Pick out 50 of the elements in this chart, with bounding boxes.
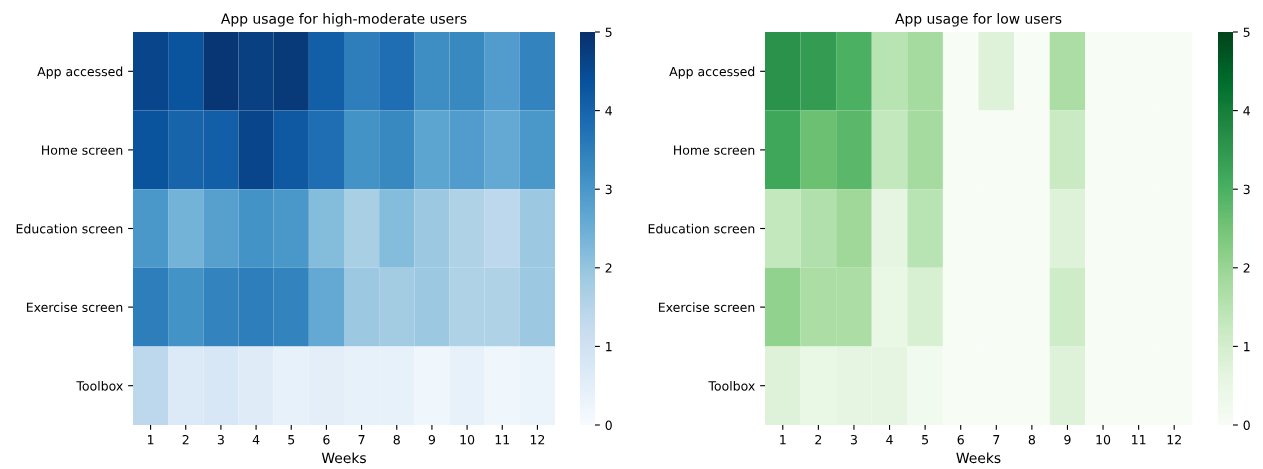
x-tick-label: 9	[428, 434, 436, 445]
y-tick-label: Home screen	[42, 145, 123, 155]
color-bar-label: 4	[1243, 106, 1250, 116]
x-tick-label: 11	[495, 435, 510, 445]
x-tick-label: 9	[1064, 434, 1071, 445]
x-tick-label: 12	[530, 434, 545, 445]
y-tick-label: App accessed	[37, 66, 123, 79]
color-bar-label: 0	[605, 420, 612, 430]
color-bar-label: 2	[1243, 263, 1250, 273]
x-tick-label: 2	[815, 434, 822, 445]
x-tick-label: 3	[850, 434, 857, 445]
x-tick-label: 6	[957, 434, 964, 445]
x-tick-label: 4	[886, 435, 893, 445]
color-bar-label: 4	[605, 106, 612, 116]
chart-title: App usage for high-moderate users	[221, 13, 467, 27]
color-bar-label: 5	[1243, 27, 1250, 37]
x-tick-label: 7	[993, 435, 1000, 445]
color-bar-label: 1	[606, 342, 612, 352]
color-bar-label: 3	[1243, 184, 1250, 195]
x-tick-label: 6	[323, 434, 330, 445]
x-tick-label: 5	[922, 435, 929, 445]
x-tick-label: 1	[147, 435, 154, 445]
x-tick-label: 11	[1132, 435, 1146, 445]
color-bar-label: 5	[605, 27, 612, 37]
x-tick-label: 8	[1028, 434, 1035, 445]
y-tick-label: Home screen	[674, 145, 755, 155]
y-tick-label: Exercise screen	[658, 302, 755, 313]
x-tick-label: 8	[393, 434, 400, 445]
color-bar-label: 2	[605, 263, 612, 273]
y-tick-label: Toolbox	[708, 380, 755, 391]
x-tick-label: 1	[780, 435, 786, 445]
y-tick-label: Toolbox	[76, 380, 123, 391]
color-bar-label: 0	[1243, 420, 1250, 430]
color-bar-label: 1	[1244, 342, 1250, 352]
x-axis-title: Weeks	[956, 452, 1001, 464]
x-tick-label: 2	[182, 434, 189, 445]
x-tick-label: 10	[1096, 434, 1111, 445]
color-bar-label: 3	[605, 184, 612, 195]
x-tick-label: 12	[1167, 434, 1181, 445]
y-tick-label: Exercise screen	[26, 302, 123, 313]
x-tick-label: 5	[288, 435, 295, 445]
x-axis-title: Weeks	[321, 452, 366, 464]
chart-title: App usage for low users	[895, 13, 1062, 27]
x-tick-label: 7	[358, 435, 365, 445]
x-tick-label: 3	[217, 434, 224, 445]
x-tick-label: 10	[460, 434, 475, 445]
x-tick-label: 4	[252, 435, 260, 445]
y-tick-label: App accessed	[669, 66, 755, 79]
y-tick-label: Education screen	[16, 223, 123, 234]
y-tick-label: Education screen	[648, 223, 755, 234]
